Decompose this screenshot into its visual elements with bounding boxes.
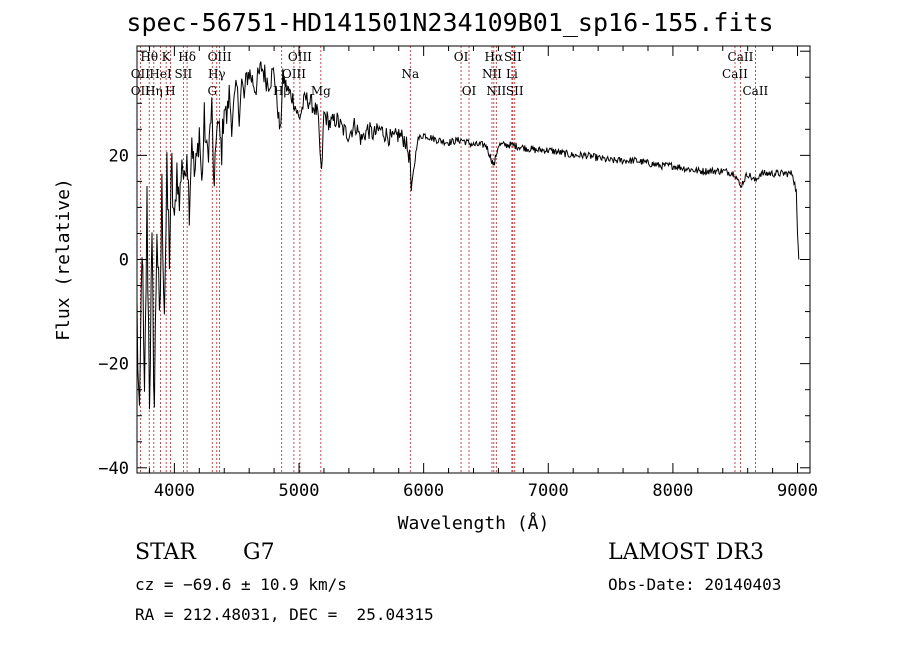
spectral-line-label: Hγ xyxy=(208,67,226,81)
survey-name: LAMOST DR3 xyxy=(608,540,764,565)
object-type: STAR xyxy=(135,540,196,565)
spectral-line-label: CaII xyxy=(728,50,754,64)
y-tick-label: −20 xyxy=(98,355,129,375)
redshift-value: cz = −69.6 ± 10.9 km/s xyxy=(135,575,347,594)
spectral-line-label: SII xyxy=(504,50,522,64)
x-axis-label: Wavelength (Å) xyxy=(398,512,550,534)
x-tick-label: 9000 xyxy=(777,481,818,501)
spectral-lines-layer xyxy=(139,46,756,473)
coordinates: RA = 212.48031, DEC = 25.04315 xyxy=(135,605,434,624)
spectral-line-label: OI xyxy=(454,50,469,64)
x-tick-label: 6000 xyxy=(403,481,444,501)
spectral-line-label: Hα xyxy=(485,50,504,64)
spectral-line-label: OIII xyxy=(288,50,312,64)
y-tick-label: −40 xyxy=(98,459,129,479)
spectral-line-label: H xyxy=(165,84,175,98)
spectral-line-label: OI xyxy=(462,84,477,98)
spectral-line-label: Li xyxy=(506,67,518,81)
spectral-line-label: NII xyxy=(486,84,506,98)
y-tick-label: 0 xyxy=(119,251,129,271)
spectral-line-label: Hη xyxy=(145,84,163,98)
y-tick-label: 20 xyxy=(109,146,129,166)
chart-title: spec-56751-HD141501N234109B01_sp16-155.f… xyxy=(126,8,774,37)
spectral-line-label: SII xyxy=(175,67,193,81)
x-tick-label: 4000 xyxy=(154,481,195,501)
spectral-line-label: OIII xyxy=(208,50,232,64)
flux-series-line xyxy=(136,61,800,410)
spectral-line-label: SII xyxy=(506,84,524,98)
spectral-line-label: Hδ xyxy=(178,50,196,64)
spectral-line-label: G xyxy=(207,84,217,98)
x-tick-label: 5000 xyxy=(279,481,320,501)
subclass: G7 xyxy=(243,540,275,565)
spectral-line-label: OIII xyxy=(282,67,306,81)
spectral-line-label: NII xyxy=(482,67,502,81)
obs-date: Obs-Date: 20140403 xyxy=(608,575,782,594)
spectral-line-label: Hθ xyxy=(140,50,158,64)
spectral-line-label: Na xyxy=(401,67,419,81)
x-tick-label: 7000 xyxy=(528,481,569,501)
spectral-line-label: K xyxy=(162,50,172,64)
spectral-line-label: CaII xyxy=(722,67,748,81)
axis-ticks-layer: 4000 5000 6000 7000 8000 9000 −40 −20 0 20 xyxy=(98,46,818,501)
spectral-line-label: Mg xyxy=(311,84,331,98)
spectral-line-label: OII xyxy=(131,84,151,98)
y-axis-label: Flux (relative) xyxy=(53,178,74,341)
spectral-line-label: CaII xyxy=(742,84,768,98)
spectral-line-label: OII xyxy=(131,67,151,81)
x-tick-label: 8000 xyxy=(652,481,693,501)
spectral-line-label: HeI xyxy=(149,67,172,81)
